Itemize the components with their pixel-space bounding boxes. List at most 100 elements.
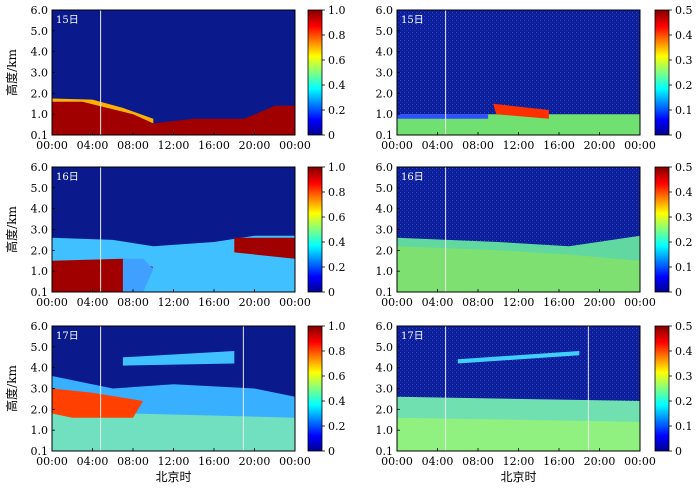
- aerosol-layer: [52, 411, 295, 451]
- colorbar-tick-label: 0.4: [675, 345, 693, 358]
- y-tick-label: 0.1: [31, 129, 49, 142]
- y-tick-label: 6.0: [31, 4, 49, 17]
- colorbar-tick-label: 0.5: [675, 4, 693, 17]
- x-tick-label: 12:00: [158, 455, 190, 468]
- y-tick-label: 3.0: [376, 383, 394, 396]
- y-tick-label: 4.0: [31, 362, 49, 375]
- y-tick-label: 1.0: [376, 424, 394, 437]
- colorbar: [307, 166, 323, 293]
- panel-label: 15日: [401, 15, 424, 26]
- x-tick-label: 20:00: [239, 139, 271, 152]
- y-tick-label: 6.0: [31, 320, 49, 333]
- y-tick-label: 2.0: [31, 87, 49, 100]
- panel-label: 15日: [56, 15, 79, 26]
- x-tick-label: 12:00: [503, 139, 535, 152]
- chart-panel-0: 15日 0.1 1.0 2.0 3.0 4.0 5.0 6.0 00:00 04:00 08:00 1…: [4, 4, 346, 152]
- colorbar-tick-label: 0.2: [675, 395, 693, 408]
- x-tick-label: 00:00: [624, 139, 656, 152]
- aerosol-layer: [122, 351, 235, 366]
- colorbar-tick-label: 0: [675, 445, 682, 458]
- y-tick-label: 6.0: [376, 320, 394, 333]
- aerosol-layer: [397, 114, 640, 135]
- x-tick-label: 08:00: [462, 455, 494, 468]
- y-tick-label: 3.0: [31, 224, 49, 237]
- y-tick-label: 5.0: [376, 341, 394, 354]
- y-tick-label: 1.0: [376, 265, 394, 278]
- chart-panel-5: 17日 0.1 1.0 2.0 3.0 4.0 5.0 6.0 00:00 04:00 08:00 1…: [376, 320, 693, 484]
- colorbar-tick-label: 1.0: [328, 161, 346, 174]
- panel-label: 17日: [56, 331, 79, 342]
- y-tick-label: 4.0: [376, 362, 394, 375]
- chart-panel-3: 16日 0.1 1.0 2.0 3.0 4.0 5.0 6.0 00:00 04:00 08:00 1…: [376, 161, 693, 309]
- aerosol-layer: [397, 246, 640, 292]
- x-tick-label: 20:00: [584, 296, 616, 309]
- aerosol-layer: [52, 101, 295, 135]
- x-tick-label: 12:00: [158, 139, 190, 152]
- y-tick-label: 2.0: [31, 403, 49, 416]
- x-tick-label: 04:00: [422, 296, 454, 309]
- colorbar-tick-label: 0.3: [675, 54, 693, 67]
- x-tick-label: 20:00: [239, 296, 271, 309]
- x-axis-label: 北京时: [500, 470, 536, 484]
- x-tick-label: 00:00: [279, 455, 311, 468]
- x-tick-label: 12:00: [503, 296, 535, 309]
- y-tick-label: 3.0: [31, 383, 49, 396]
- panel-label: 17日: [401, 331, 424, 342]
- y-tick-label: 3.0: [376, 67, 394, 80]
- y-tick-label: 5.0: [31, 182, 49, 195]
- y-tick-label: 1.0: [31, 265, 49, 278]
- aerosol-layer: [493, 103, 549, 119]
- colorbar-tick-label: 0: [328, 286, 335, 299]
- colorbar-tick-label: 0.4: [328, 79, 346, 92]
- colorbar-tick-label: 0.1: [675, 104, 693, 117]
- colorbar-tick-label: 0.1: [675, 420, 693, 433]
- colorbar-tick-label: 0.5: [675, 161, 693, 174]
- y-tick-label: 5.0: [376, 25, 394, 38]
- panel-label: 16日: [401, 172, 424, 183]
- colorbar-tick-label: 0.6: [328, 370, 346, 383]
- y-tick-label: 3.0: [376, 224, 394, 237]
- x-tick-label: 04:00: [77, 139, 109, 152]
- x-tick-label: 16:00: [543, 139, 575, 152]
- chart-panel-4: 17日 0.1 1.0 2.0 3.0 4.0 5.0 6.0 00:00 04:00 08:00 1…: [4, 320, 346, 484]
- x-tick-label: 00:00: [624, 296, 656, 309]
- colorbar: [654, 9, 670, 136]
- y-tick-label: 6.0: [31, 161, 49, 174]
- chart-panel-2: 16日 0.1 1.0 2.0 3.0 4.0 5.0 6.0 00:00 04:00 08:00 1…: [4, 161, 346, 309]
- y-tick-label: 4.0: [376, 46, 394, 59]
- colorbar-tick-label: 0.1: [675, 261, 693, 274]
- x-axis-label: 北京时: [155, 470, 191, 484]
- colorbar-tick-label: 0: [328, 129, 335, 142]
- colorbar: [654, 166, 670, 293]
- y-tick-label: 1.0: [31, 108, 49, 121]
- x-tick-label: 12:00: [503, 455, 535, 468]
- colorbar-tick-label: 0.5: [675, 320, 693, 333]
- colorbar-tick-label: 0.3: [675, 370, 693, 383]
- x-tick-label: 08:00: [462, 139, 494, 152]
- x-tick-label: 00:00: [279, 296, 311, 309]
- colorbar-tick-label: 0.8: [328, 186, 346, 199]
- y-tick-label: 0.1: [376, 129, 394, 142]
- y-tick-label: 2.0: [376, 403, 394, 416]
- x-tick-label: 16:00: [543, 455, 575, 468]
- x-tick-label: 04:00: [422, 139, 454, 152]
- x-tick-label: 00:00: [624, 455, 656, 468]
- aerosol-layer: [122, 258, 154, 292]
- y-axis-label: 高度/km: [4, 365, 19, 412]
- colorbar-tick-label: 0.4: [328, 395, 346, 408]
- x-tick-label: 00:00: [381, 455, 413, 468]
- colorbar-tick-label: 0: [675, 286, 682, 299]
- colorbar-tick-label: 0.4: [675, 29, 693, 42]
- colorbar: [654, 325, 670, 452]
- x-tick-label: 04:00: [77, 455, 109, 468]
- y-tick-label: 3.0: [31, 67, 49, 80]
- x-tick-label: 16:00: [198, 296, 230, 309]
- colorbar-tick-label: 0: [675, 129, 682, 142]
- y-tick-label: 2.0: [376, 87, 394, 100]
- y-tick-label: 6.0: [376, 161, 394, 174]
- x-tick-label: 20:00: [584, 455, 616, 468]
- y-tick-label: 0.1: [376, 445, 394, 458]
- colorbar-tick-label: 0.4: [328, 236, 346, 249]
- colorbar-tick-label: 1.0: [328, 320, 346, 333]
